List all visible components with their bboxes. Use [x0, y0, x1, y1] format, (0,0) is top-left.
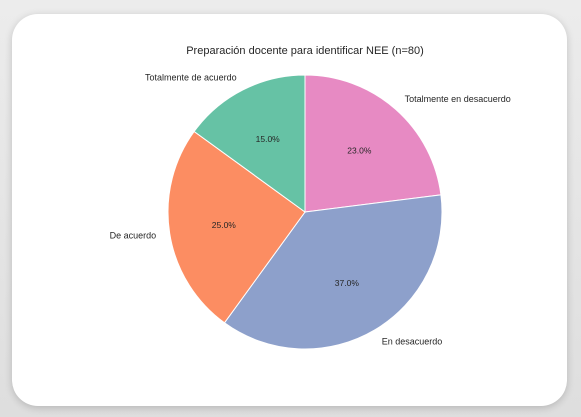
pie-slice-2	[167, 130, 306, 324]
slice-percent-0: 23.0%	[347, 145, 372, 155]
pie-slice-3	[193, 74, 306, 213]
pie-slices	[167, 74, 443, 350]
slice-label-2: De acuerdo	[110, 231, 157, 241]
chart-title: Preparación docente para identificar NEE…	[186, 45, 424, 57]
pie-labels: Totalmente en desacuerdo 23.0% En desacuer…	[110, 73, 511, 347]
slice-percent-1: 37.0%	[335, 278, 360, 288]
pie-slice-0	[304, 74, 442, 213]
pie-slice-1	[223, 194, 443, 350]
slice-label-0: Totalmente en desacuerdo	[405, 94, 511, 104]
slice-label-1: En desacuerdo	[382, 337, 443, 347]
slice-percent-2: 25.0%	[212, 220, 237, 230]
slice-percent-3: 15.0%	[256, 134, 281, 144]
slice-label-3: Totalmente de acuerdo	[145, 73, 237, 83]
